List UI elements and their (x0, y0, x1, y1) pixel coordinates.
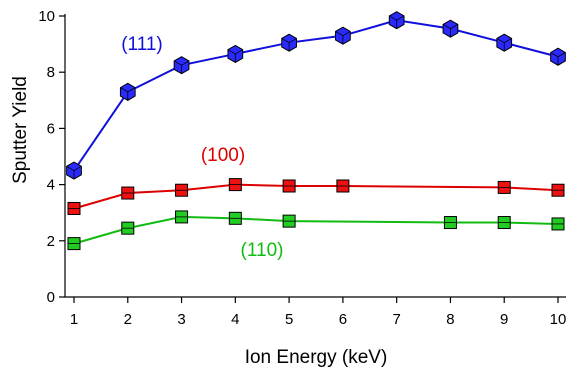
marker-edge (181, 60, 190, 66)
data-point (173, 56, 190, 75)
data-point (497, 216, 511, 230)
data-point (388, 11, 405, 30)
data-point (227, 44, 244, 64)
marker-edge (281, 38, 290, 44)
data-point (551, 183, 565, 197)
data-point (281, 33, 297, 52)
series-0 (66, 11, 566, 180)
series-label-0: (111) (121, 34, 163, 55)
marker-edge (504, 38, 512, 44)
series-label-1: (100) (201, 145, 245, 166)
x-tick-label: 4 (231, 311, 239, 328)
series-2 (67, 210, 565, 251)
data-point (121, 221, 135, 235)
x-tick-label: 8 (446, 311, 454, 328)
series-layer (66, 11, 566, 251)
marker-edge (335, 31, 344, 37)
y-axis-title: Sputter Yield (10, 76, 31, 184)
data-point (336, 179, 350, 193)
x-tick-label: 3 (177, 311, 185, 328)
data-point (442, 19, 459, 38)
marker-edge (342, 31, 351, 37)
marker-edge (227, 49, 236, 55)
data-point (550, 47, 566, 66)
marker-edge (173, 60, 182, 66)
data-point (496, 33, 513, 52)
x-axis-title: Ion Energy (keV) (245, 347, 388, 368)
marker-edge (550, 52, 559, 58)
x-tick-label: 1 (70, 311, 78, 328)
data-point (228, 178, 242, 192)
x-tick-label: 7 (392, 311, 400, 328)
marker-edge (396, 15, 405, 21)
y-tick-label: 6 (47, 120, 55, 137)
marker-edge (389, 15, 397, 21)
marker-edge (235, 49, 243, 55)
axes (64, 14, 566, 298)
marker-edge (66, 165, 75, 171)
y-tick-label: 8 (47, 64, 55, 81)
data-point (443, 216, 457, 230)
marker-edge (496, 38, 505, 44)
series-1 (67, 178, 565, 215)
data-point (551, 217, 565, 231)
x-tick-label: 9 (500, 311, 508, 328)
data-point (119, 82, 136, 101)
marker-edge (442, 24, 451, 29)
marker-edge (288, 38, 297, 44)
x-tick-label: 5 (285, 311, 293, 328)
data-point (282, 179, 296, 193)
series-labels: (111) (100) (110) (121, 34, 283, 261)
marker-edge (73, 165, 82, 171)
data-point (175, 183, 189, 197)
series-line (73, 183, 559, 210)
series-line (73, 215, 559, 245)
x-tick-label: 10 (550, 311, 567, 328)
data-point (121, 186, 135, 200)
ticks: 1 2 3 4 5 6 7 8 9 10 0 2 4 6 8 10 (38, 8, 566, 328)
marker-edge (450, 24, 459, 29)
marker-edge (120, 87, 128, 93)
marker-edge (127, 87, 136, 93)
y-tick-label: 0 (47, 289, 55, 306)
data-point (335, 26, 351, 45)
series-line (73, 19, 559, 172)
data-point (66, 161, 82, 180)
data-point (228, 211, 242, 225)
y-tick-label: 4 (47, 177, 55, 194)
data-point (67, 201, 81, 215)
x-tick-label: 2 (124, 311, 132, 328)
y-tick-label: 2 (47, 233, 55, 250)
data-point (67, 237, 81, 251)
series-label-2: (110) (241, 240, 284, 261)
data-point (175, 210, 189, 224)
y-tick-label: 10 (38, 8, 55, 25)
data-point (282, 214, 296, 228)
marker-edge (557, 52, 566, 58)
x-tick-label: 6 (339, 311, 347, 328)
data-point (497, 180, 511, 194)
